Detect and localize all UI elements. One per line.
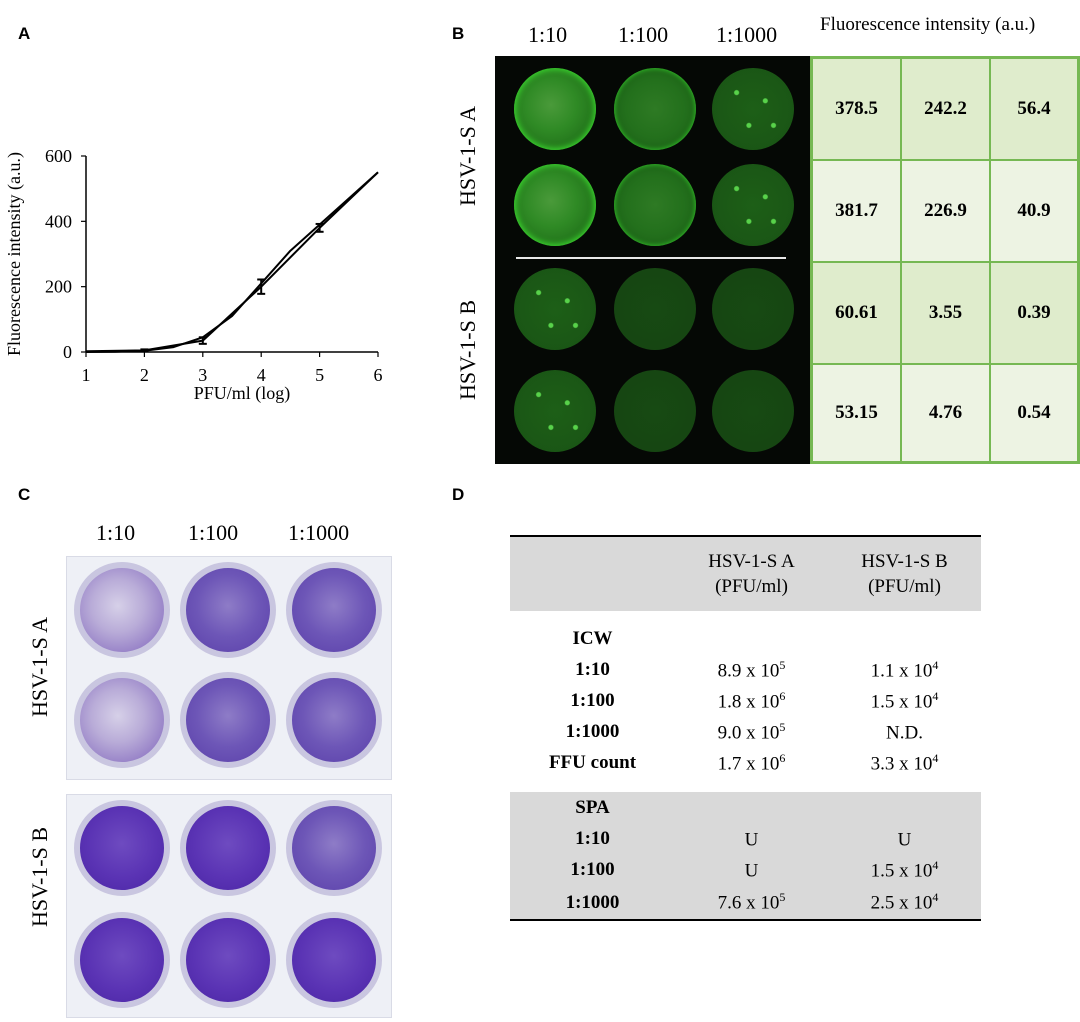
- y-axis-label: Fluorescence intensity (a.u.): [4, 152, 25, 356]
- cv-well: [74, 562, 170, 658]
- panel-label-b: B: [452, 24, 465, 43]
- cv-well: [286, 800, 382, 896]
- x-axis-label: PFU/ml (log): [194, 383, 291, 404]
- cv-well: [180, 800, 276, 896]
- fl-well: [712, 370, 794, 452]
- fl-well: [614, 370, 696, 452]
- b-row-label-b: HSV-1-S B: [455, 299, 480, 401]
- panel-label-d: D: [452, 485, 465, 504]
- y-tick-label: 600: [45, 146, 72, 166]
- fi-cell: 56.4: [990, 58, 1078, 160]
- x-tick-label: 3: [198, 365, 207, 385]
- fi-cell: 378.5: [812, 58, 901, 160]
- cv-well: [74, 672, 170, 768]
- fl-well: [514, 268, 596, 350]
- c-row-label-b: HSV-1-S B: [27, 826, 52, 928]
- x-tick-label: 5: [315, 365, 324, 385]
- b-dilution-1: 1:10: [528, 22, 568, 47]
- table-row: 1:1000 9.0 x 105 N.D.: [565, 719, 923, 744]
- fi-cell: 53.15: [812, 364, 901, 462]
- table-row: SPA: [510, 792, 981, 823]
- plate-separator: [516, 257, 786, 259]
- y-tick-label: 0: [63, 342, 72, 362]
- cv-well: [286, 562, 382, 658]
- y-tick-label: 200: [45, 277, 72, 297]
- fl-well: [614, 164, 696, 246]
- x-tick-label: 6: [374, 365, 383, 385]
- fi-cell: 60.61: [812, 262, 901, 364]
- section-title-spa: SPA: [575, 797, 610, 818]
- fi-title: Fluorescence intensity (a.u.): [820, 14, 1036, 35]
- fi-cell: 40.9: [990, 160, 1078, 262]
- titer-table: HSV-1-S A (PFU/ml) HSV-1-S B (PFU/ml) ICW …: [510, 535, 981, 921]
- b-row-label-a: HSV-1-S A: [455, 105, 480, 207]
- table-row: ICW: [510, 623, 981, 654]
- c-dilution-2: 1:100: [188, 520, 239, 545]
- x-tick-label: 4: [257, 365, 266, 385]
- cv-well: [180, 912, 276, 1008]
- fl-well: [712, 268, 794, 350]
- fi-cell: 4.76: [901, 364, 990, 462]
- series-line-measured: [85, 171, 379, 353]
- fl-well: [514, 370, 596, 452]
- fl-well: [712, 68, 794, 150]
- table-row: 1:100 U 1.5 x 104: [510, 854, 981, 885]
- panel-label-c: C: [18, 485, 31, 504]
- fi-cell: 0.39: [990, 262, 1078, 364]
- fl-well: [614, 68, 696, 150]
- x-tick-label: 2: [140, 365, 149, 385]
- fi-cell: 0.54: [990, 364, 1078, 462]
- table-row: 1:100 1.8 x 106 1.5 x 104: [570, 688, 939, 713]
- table-row: 1:10 U U: [510, 823, 981, 854]
- fi-cell: 226.9: [901, 160, 990, 262]
- fl-well: [712, 164, 794, 246]
- table-row: FFU count 1.7 x 106 3.3 x 104: [548, 750, 939, 775]
- fi-cell: 381.7: [812, 160, 901, 262]
- col-header-a: HSV-1-S A (PFU/ml): [708, 551, 795, 597]
- c-dilution-1: 1:10: [96, 520, 136, 545]
- fi-cell: 242.2: [901, 58, 990, 160]
- x-tick-label: 1: [82, 365, 91, 385]
- cv-well: [286, 672, 382, 768]
- y-tick-label: 400: [45, 211, 72, 231]
- series-line-fit: [85, 171, 379, 353]
- cv-well: [180, 562, 276, 658]
- cv-well: [180, 672, 276, 768]
- c-dilution-3: 1:1000: [288, 520, 350, 545]
- section-title-icw: ICW: [572, 628, 613, 649]
- cv-well: [286, 912, 382, 1008]
- cv-well: [74, 800, 170, 896]
- table-header-row: HSV-1-S A (PFU/ml) HSV-1-S B (PFU/ml): [510, 537, 981, 611]
- c-row-label-a: HSV-1-S A: [27, 616, 52, 718]
- fl-well: [614, 268, 696, 350]
- fi-cell: 3.55: [901, 262, 990, 364]
- b-dilution-2: 1:100: [618, 22, 669, 47]
- cv-well: [74, 912, 170, 1008]
- table-row: 1:10 8.9 x 105 1.1 x 104: [575, 657, 939, 682]
- b-dilution-3: 1:1000: [716, 22, 778, 47]
- fl-well: [514, 164, 596, 246]
- table-row: 1:1000 7.6 x 105 2.5 x 104: [510, 885, 981, 919]
- fl-well: [514, 68, 596, 150]
- fluorescence-chart: 0 200 400 600 1 2 3 4 5 6 PFU/ml (log) Fluorescence…: [4, 146, 383, 404]
- panel-label-a: A: [18, 24, 31, 43]
- col-header-b: HSV-1-S B (PFU/ml): [861, 551, 948, 597]
- fluorescence-intensity-table: 378.5 242.2 56.4 381.7 226.9 40.9 60.61 …: [810, 56, 1080, 464]
